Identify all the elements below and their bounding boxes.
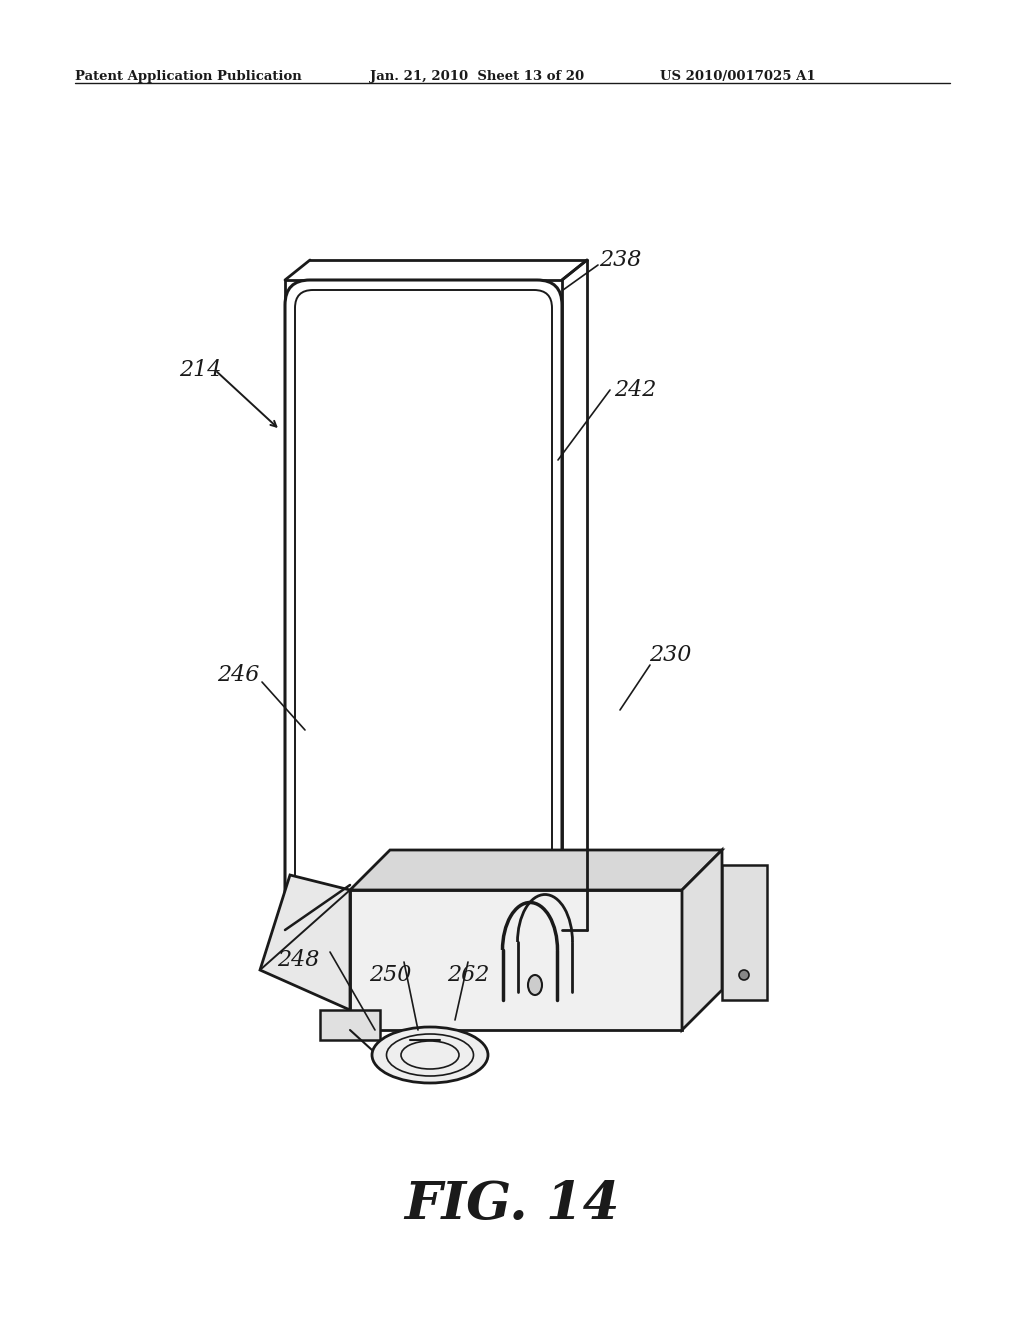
- FancyBboxPatch shape: [295, 290, 552, 920]
- Polygon shape: [285, 280, 562, 931]
- Text: 230: 230: [649, 644, 691, 667]
- Text: 214: 214: [179, 359, 221, 381]
- Polygon shape: [682, 850, 722, 1030]
- Text: FIG. 14: FIG. 14: [404, 1180, 620, 1230]
- Text: 238: 238: [599, 249, 641, 271]
- FancyBboxPatch shape: [285, 280, 562, 931]
- Circle shape: [739, 970, 749, 979]
- Text: 246: 246: [217, 664, 259, 686]
- Text: Jan. 21, 2010  Sheet 13 of 20: Jan. 21, 2010 Sheet 13 of 20: [370, 70, 584, 83]
- Text: Patent Application Publication: Patent Application Publication: [75, 70, 302, 83]
- Polygon shape: [260, 875, 350, 1010]
- Polygon shape: [319, 1010, 380, 1040]
- Text: US 2010/0017025 A1: US 2010/0017025 A1: [660, 70, 816, 83]
- Text: 248: 248: [276, 949, 319, 972]
- Text: 262: 262: [446, 964, 489, 986]
- Text: 250: 250: [369, 964, 412, 986]
- Ellipse shape: [372, 1027, 488, 1082]
- Polygon shape: [722, 865, 767, 1001]
- Polygon shape: [350, 890, 682, 1030]
- Polygon shape: [350, 850, 722, 890]
- Text: 242: 242: [613, 379, 656, 401]
- Ellipse shape: [528, 975, 542, 995]
